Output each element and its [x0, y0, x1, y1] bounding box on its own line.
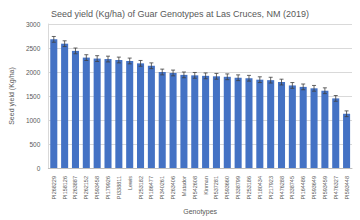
svg-text:PI476288: PI476288 — [279, 176, 285, 200]
svg-text:Lewis: Lewis — [127, 176, 133, 190]
svg-text:PI542608: PI542608 — [192, 176, 198, 200]
svg-text:Matador: Matador — [181, 176, 187, 196]
svg-text:PI253186: PI253186 — [246, 176, 252, 200]
svg-text:PI593448: PI593448 — [344, 176, 350, 200]
svg-text:PI593459: PI593459 — [322, 176, 328, 200]
svg-text:PI476327: PI476327 — [333, 176, 339, 200]
svg-text:PI217923: PI217923 — [268, 176, 274, 200]
svg-text:PI338745: PI338745 — [289, 176, 295, 200]
svg-text:PI340261: PI340261 — [159, 176, 165, 200]
svg-text:PI179926: PI179926 — [105, 176, 111, 200]
svg-text:PI263887: PI263887 — [72, 176, 78, 200]
svg-text:1000: 1000 — [26, 117, 41, 124]
svg-text:PI164486: PI164486 — [300, 176, 306, 200]
svg-text:PI262152: PI262152 — [83, 176, 89, 200]
svg-text:2000: 2000 — [26, 69, 41, 76]
svg-text:PI338811: PI338811 — [116, 176, 122, 199]
svg-text:Seed yield (Kg/ha) of Guar Gen: Seed yield (Kg/ha) of Guar Genotypes at … — [51, 9, 309, 19]
svg-text:500: 500 — [30, 141, 41, 148]
svg-text:3000: 3000 — [26, 21, 41, 28]
svg-text:PI268229: PI268229 — [51, 176, 57, 200]
svg-text:PI593649: PI593649 — [311, 176, 317, 200]
svg-text:PI593458: PI593458 — [94, 176, 100, 200]
svg-text:Kinman: Kinman — [203, 176, 209, 195]
svg-text:PI180434: PI180434 — [257, 176, 263, 200]
svg-text:1500: 1500 — [26, 93, 41, 100]
svg-text:Seed yield (Kg/ha): Seed yield (Kg/ha) — [8, 67, 16, 125]
svg-text:PI263406: PI263406 — [170, 176, 176, 200]
svg-text:PI593660: PI593660 — [224, 176, 230, 200]
svg-text:2500: 2500 — [26, 45, 41, 52]
svg-text:0: 0 — [37, 165, 41, 172]
svg-text:Genotypes: Genotypes — [183, 208, 217, 216]
svg-text:PI537281: PI537281 — [213, 176, 219, 200]
svg-text:PI186477: PI186477 — [148, 176, 154, 200]
svg-text:PI253182: PI253182 — [138, 176, 144, 200]
svg-text:PI338799: PI338799 — [235, 176, 241, 200]
svg-text:PI158126: PI158126 — [62, 176, 68, 200]
